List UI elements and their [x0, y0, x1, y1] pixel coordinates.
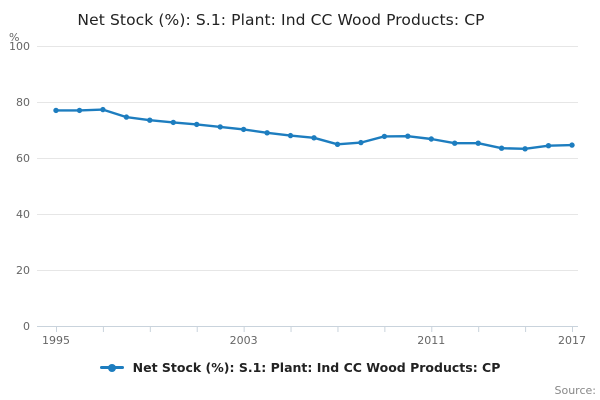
svg-text:20: 20 [16, 264, 30, 277]
legend-line-marker-icon [99, 363, 124, 372]
source-label: Source: [554, 384, 597, 397]
svg-text:100: 100 [9, 40, 30, 53]
svg-text:60: 60 [16, 152, 30, 165]
svg-text:80: 80 [16, 96, 30, 109]
svg-text:2017: 2017 [558, 334, 586, 347]
legend-series-label: Net Stock (%): S.1: Plant: Ind CC Wood P… [132, 360, 501, 375]
legend: Net Stock (%): S.1: Plant: Ind CC Wood P… [0, 360, 600, 375]
y-axis-unit-label: % [9, 31, 20, 44]
chart-title: Net Stock (%): S.1: Plant: Ind CC Wood P… [77, 11, 485, 29]
svg-text:40: 40 [16, 208, 30, 221]
svg-text:2003: 2003 [230, 334, 258, 347]
svg-text:0: 0 [23, 320, 30, 333]
line-chart: 0 20 40 60 80 100 1995 2003 2011 2017 [9, 40, 586, 347]
svg-text:1995: 1995 [42, 334, 70, 347]
svg-text:2011: 2011 [417, 334, 445, 347]
